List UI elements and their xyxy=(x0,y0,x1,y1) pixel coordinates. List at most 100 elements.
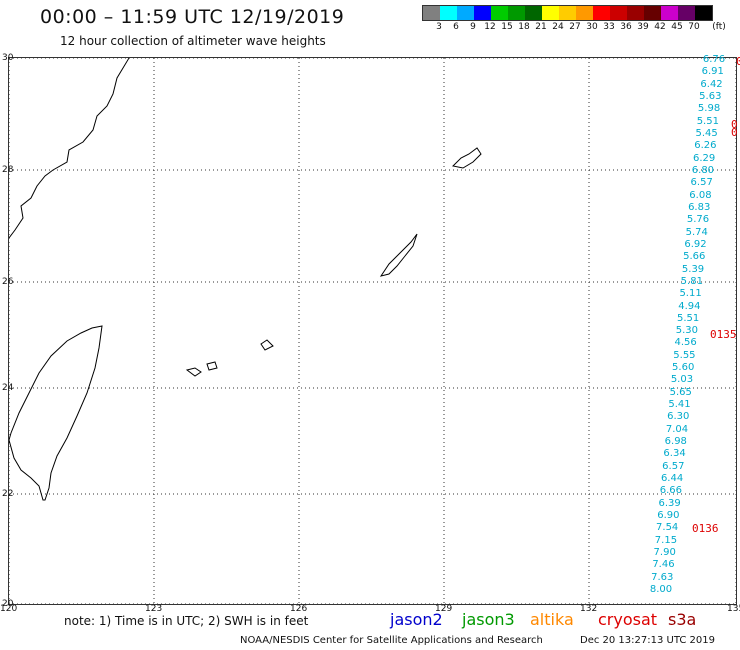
longitude-label: 135 xyxy=(727,604,740,614)
legend-swatch xyxy=(661,6,678,20)
legend-tick-label: 18 xyxy=(518,22,530,32)
wave-height-label: 6.29 xyxy=(692,152,716,164)
pass-id-label: 0136 xyxy=(692,522,719,535)
legend-unit: (ft) xyxy=(712,22,726,32)
wave-height-label: 5.55 xyxy=(673,349,696,361)
latitude-label: 26 xyxy=(2,277,14,287)
satellite-name-cryosat: cryosat xyxy=(598,610,658,629)
wave-height-label: 7.15 xyxy=(654,534,678,546)
legend-swatch xyxy=(610,6,627,20)
legend-swatch xyxy=(576,6,593,20)
longitude-label: 132 xyxy=(580,604,598,614)
wave-height-label: 5.81 xyxy=(680,275,703,287)
wave-height-label: 7.04 xyxy=(665,423,689,435)
legend-swatch xyxy=(457,6,474,20)
wave-height-label: 5.51 xyxy=(696,115,719,127)
legend-swatch xyxy=(644,6,661,20)
wave-height-label: 4.56 xyxy=(674,337,697,349)
credit-text: NOAA/NESDIS Center for Satellite Applica… xyxy=(240,635,543,646)
legend-tick-label: 12 xyxy=(484,22,496,32)
wave-height-label: 5.11 xyxy=(679,288,702,300)
wave-height-label: 7.54 xyxy=(656,522,679,534)
legend-swatch xyxy=(491,6,508,20)
wave-height-label: 6.91 xyxy=(701,66,724,78)
map-canvas xyxy=(8,57,737,605)
wave-height-label: 7.90 xyxy=(653,547,676,559)
wave-height-label: 6.83 xyxy=(688,201,711,213)
generation-timestamp: Dec 20 13:27:13 UTC 2019 xyxy=(580,635,715,646)
legend-tick-label: 42 xyxy=(654,22,666,32)
legend-swatch xyxy=(678,6,695,20)
wave-height-label: 6.26 xyxy=(694,140,717,152)
pass-id-label: 0 xyxy=(731,118,738,131)
wave-height-label: 6.08 xyxy=(689,189,712,201)
wave-height-label: 5.03 xyxy=(670,374,694,386)
wave-height-label: 6.39 xyxy=(658,497,681,509)
wave-height-label: 5.30 xyxy=(675,325,699,337)
map-frame xyxy=(8,57,737,605)
legend-swatch xyxy=(525,6,542,20)
latitude-label: 30 xyxy=(2,53,14,63)
legend-tick-label: 36 xyxy=(620,22,632,32)
wave-height-label: 6.30 xyxy=(667,411,690,423)
satellite-name-altika: altika xyxy=(530,610,574,629)
wave-height-label: 6.42 xyxy=(700,78,723,90)
wave-height-label: 5.98 xyxy=(697,103,721,115)
map-subtitle: 12 hour collection of altimeter wave hei… xyxy=(60,34,326,48)
legend-swatch xyxy=(593,6,610,20)
okinawa-island xyxy=(379,233,418,277)
legend-tick-label: 15 xyxy=(501,22,513,32)
taiwan-coastline xyxy=(8,325,103,501)
amami-island xyxy=(451,147,482,169)
satellite-name-jason3: jason3 xyxy=(462,610,515,629)
legend-tick-label: 39 xyxy=(637,22,649,32)
wave-height-label: 6.98 xyxy=(664,436,687,448)
legend-tick-label: 33 xyxy=(603,22,615,32)
legend-tick-label: 45 xyxy=(671,22,683,32)
wave-height-label: 6.76 xyxy=(702,54,726,65)
map-title: 00:00 – 11:59 UTC 12/19/2019 xyxy=(40,6,345,28)
wave-height-label: 5.51 xyxy=(676,312,700,324)
legend-swatch xyxy=(559,6,576,20)
graticule-grid xyxy=(8,57,737,605)
wave-height-label: 8.00 xyxy=(649,584,673,595)
color-legend-bar xyxy=(422,5,713,21)
pass-id-label: 0 xyxy=(731,126,738,139)
legend-tick-label: 24 xyxy=(552,22,564,32)
yaeyama-islands xyxy=(185,339,274,377)
legend-swatch xyxy=(508,6,525,20)
legend-swatch xyxy=(474,6,491,20)
satellite-name-s3a: s3a xyxy=(668,610,697,629)
wave-height-label: 5.60 xyxy=(672,362,695,374)
wave-height-label: 7.63 xyxy=(651,571,674,583)
legend-tick-label: 3 xyxy=(436,22,442,32)
longitude-label: 123 xyxy=(145,604,163,614)
legend-swatch xyxy=(423,6,440,20)
wave-height-label: 5.45 xyxy=(695,127,718,139)
wave-height-label: 6.66 xyxy=(659,485,682,497)
longitude-label: 126 xyxy=(290,604,308,614)
legend-tick-label: 6 xyxy=(453,22,459,32)
wave-height-label: 5.39 xyxy=(681,263,705,275)
wave-height-label: 6.44 xyxy=(660,473,684,485)
wave-height-label: 6.92 xyxy=(684,238,707,250)
footer-note: note: 1) Time is in UTC; 2) SWH is in fe… xyxy=(64,614,309,628)
wave-height-label: 6.80 xyxy=(691,164,715,176)
satellite-name-jason2: jason2 xyxy=(390,610,443,629)
wave-height-label: 5.65 xyxy=(669,386,692,398)
legend-tick-label: 21 xyxy=(535,22,547,32)
latitude-label: 22 xyxy=(2,489,14,499)
longitude-label: 129 xyxy=(435,604,453,614)
latitude-label: 24 xyxy=(2,383,14,393)
wave-height-label: 6.90 xyxy=(657,510,680,522)
legend-tick-label: 27 xyxy=(569,22,581,32)
legend-tick-label: 70 xyxy=(688,22,700,32)
legend-tick-label: 30 xyxy=(586,22,598,32)
wave-height-label: 5.41 xyxy=(668,399,691,411)
wave-height-label: 5.74 xyxy=(685,226,708,238)
wave-height-label: 5.63 xyxy=(699,90,722,102)
wave-height-label: 4.94 xyxy=(678,300,701,312)
latitude-label: 20 xyxy=(2,599,14,609)
longitude-label: 120 xyxy=(0,604,18,614)
wave-height-label: 6.57 xyxy=(690,177,713,189)
